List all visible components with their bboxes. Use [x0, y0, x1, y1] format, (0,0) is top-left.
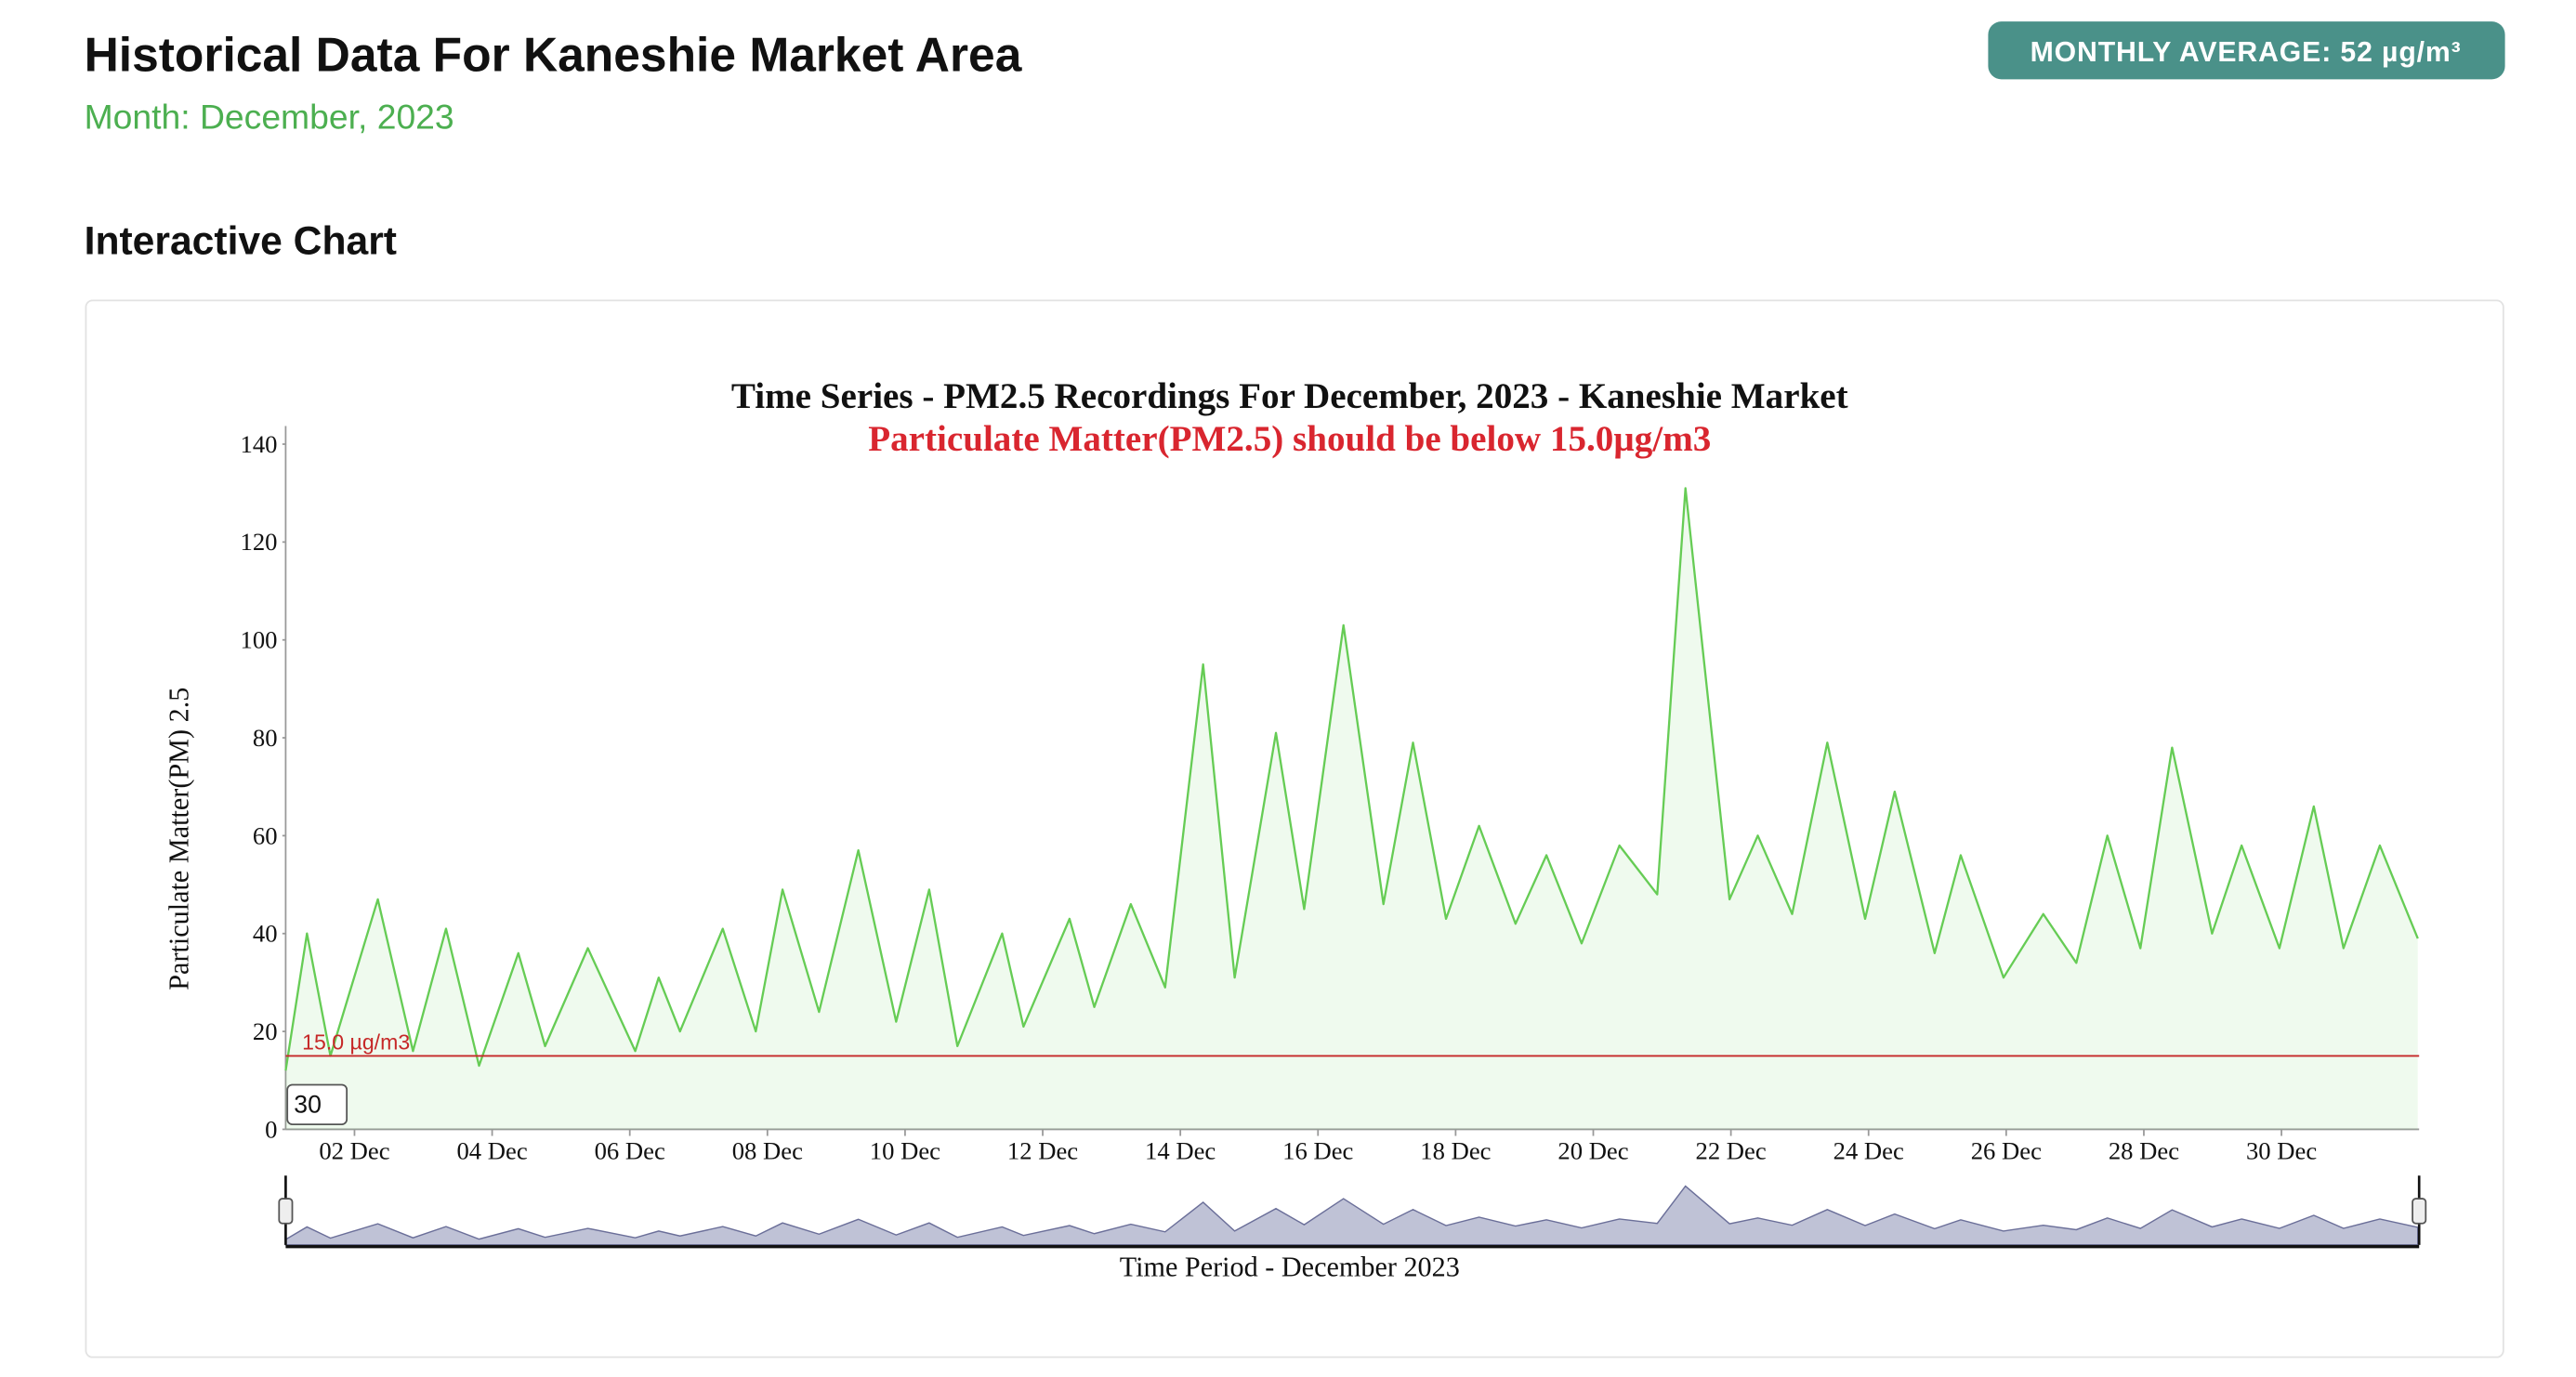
- x-tick-label: 16 Dec: [1282, 1136, 1353, 1164]
- y-tick-label: 0: [265, 1115, 277, 1143]
- y-tick-label: 100: [241, 626, 278, 654]
- average-badge-text: MONTHLY AVERAGE: 52 µg/m³: [2031, 37, 2462, 68]
- area: [285, 488, 2418, 1130]
- section-title: Interactive Chart: [85, 219, 397, 264]
- x-tick-label: 02 Dec: [319, 1136, 389, 1164]
- navigator-area: [284, 1185, 2419, 1246]
- x-tick-label: 04 Dec: [456, 1136, 527, 1164]
- x-tick-label: 26 Dec: [1971, 1136, 2042, 1164]
- x-tick-label: 08 Dec: [732, 1136, 803, 1164]
- zoom-input-text[interactable]: 30: [294, 1091, 322, 1119]
- y-tick-label: 80: [253, 724, 278, 752]
- y-tick-label: 60: [253, 821, 278, 849]
- y-tick-label: 140: [241, 430, 278, 458]
- x-tick-label: 24 Dec: [1833, 1136, 1904, 1164]
- x-tick-label: 18 Dec: [1420, 1136, 1491, 1164]
- x-tick-label: 14 Dec: [1145, 1136, 1216, 1164]
- page-title: Historical Data For Kaneshie Market Area: [85, 27, 1022, 81]
- y-axis-label: Particulate Matter(PM) 2.5: [164, 688, 195, 990]
- average-badge: [1988, 21, 2505, 80]
- chart-title: Time Series - PM2.5 Recordings For Decem…: [731, 376, 1848, 416]
- line: [284, 487, 2419, 1071]
- zoom-input[interactable]: [286, 1083, 348, 1125]
- x-tick-label: 22 Dec: [1696, 1136, 1767, 1164]
- x-axis-label: Time Period - December 2023: [1120, 1252, 1460, 1283]
- month-label: Month: December, 2023: [85, 98, 454, 137]
- x-tick-label: 28 Dec: [2109, 1136, 2179, 1164]
- x-tick-label: 06 Dec: [595, 1136, 665, 1164]
- chart-subtitle: Particulate Matter(PM2.5) should be belo…: [868, 419, 1711, 459]
- y-tick-label: 20: [253, 1017, 278, 1045]
- x-tick-label: 12 Dec: [1007, 1136, 1078, 1164]
- x-tick-label: 10 Dec: [870, 1136, 940, 1164]
- y-tick-label: 120: [241, 528, 278, 556]
- plot: 0 20 40 60 80 100 120 140 02 Dec 04 Dec 06 Dec 08 D…: [241, 426, 2427, 1249]
- threshold-label: 15.0 µg/m3: [302, 1029, 410, 1054]
- x-tick-label: 30 Dec: [2246, 1136, 2317, 1164]
- x-tick-label: 20 Dec: [1557, 1136, 1628, 1164]
- y-tick-label: 40: [253, 920, 278, 948]
- navigator-handle[interactable]: [278, 1198, 294, 1225]
- chart-card: [85, 299, 2504, 1358]
- navigator-handle[interactable]: [2412, 1198, 2427, 1225]
